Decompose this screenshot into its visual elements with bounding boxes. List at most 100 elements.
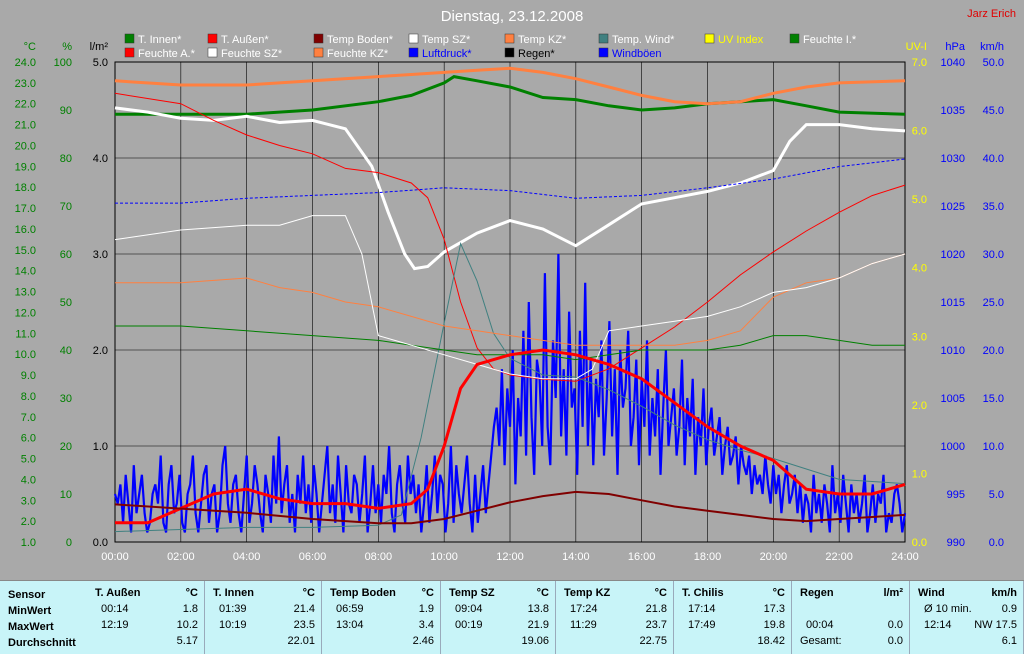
- min-value: 13.8: [527, 603, 549, 615]
- column-unit: °C: [302, 587, 315, 599]
- temp-axis-label: °C: [24, 41, 36, 53]
- uv-axis-tick: 5.0: [912, 194, 927, 206]
- temp-axis-tick: 5.0: [21, 454, 36, 466]
- rain-axis-tick: 4.0: [93, 153, 108, 165]
- legend-label: Feuchte I.*: [803, 34, 857, 46]
- max-value: 23.5: [293, 619, 315, 631]
- pressure-axis-tick: 1035: [941, 105, 965, 117]
- temp-axis-tick: 2.0: [21, 516, 36, 528]
- stats-column: Temp Boden °C 06:59 1.9 13:04 3.4 2.46: [322, 581, 441, 654]
- stats-column: Temp KZ °C 17:24 21.8 11:29 23.7 22.75: [556, 581, 674, 654]
- humidity-axis-tick: 80: [60, 153, 72, 165]
- uv-axis-tick: 2.0: [912, 400, 927, 412]
- weather-chart: 00:00 02:00 04:00 06:00 08:00 10:00 12:00 14:00…: [15, 8, 1016, 563]
- rain-axis-label: l/m²: [90, 41, 109, 53]
- pressure-axis-tick: 995: [947, 489, 965, 501]
- temp-axis-tick: 6.0: [21, 433, 36, 445]
- avg-value: 22.01: [287, 635, 315, 647]
- x-tick-label: 20:00: [760, 551, 788, 563]
- column-unit: km/h: [991, 587, 1017, 599]
- temp-axis-tick: 1.0: [21, 537, 36, 549]
- legend-swatch: [207, 33, 218, 44]
- x-tick-label: 08:00: [365, 551, 393, 563]
- stats-column: T. Außen °C 00:14 1.8 12:19 10.2 5.17: [87, 581, 205, 654]
- temp-axis-tick: 18.0: [15, 182, 36, 194]
- temp-axis-tick: 20.0: [15, 140, 36, 152]
- max-time: 11:29: [570, 619, 597, 631]
- column-title: Regen: [800, 587, 834, 599]
- legend-swatch: [313, 47, 324, 58]
- pressure-axis-tick: 1005: [941, 393, 965, 405]
- x-tick-label: 14:00: [562, 551, 590, 563]
- stats-column: Wind km/h Ø 10 min. 0.9 12:14 NW 17.5 6.1: [910, 581, 1024, 654]
- temp-axis-tick: 24.0: [15, 57, 36, 69]
- temp-axis-tick: 21.0: [15, 120, 36, 132]
- legend-swatch: [704, 33, 715, 44]
- x-tick-label: 04:00: [233, 551, 261, 563]
- humidity-axis-tick: 70: [60, 201, 72, 213]
- max-time: 00:04: [806, 619, 834, 631]
- legend-swatch: [504, 47, 515, 58]
- legend-swatch: [207, 47, 218, 58]
- humidity-axis-tick: 40: [60, 345, 72, 357]
- uv-axis-tick: 4.0: [912, 263, 927, 275]
- pressure-axis-tick: 990: [947, 537, 965, 549]
- legend-swatch: [598, 47, 609, 58]
- legend-label: Temp SZ*: [422, 34, 471, 46]
- legend-label: Feuchte A.*: [138, 48, 196, 60]
- uv-axis-tick: 3.0: [912, 331, 927, 343]
- avg-value: 19.06: [521, 635, 549, 647]
- max-value: 10.2: [176, 619, 198, 631]
- x-tick-label: 16:00: [628, 551, 656, 563]
- temp-axis-tick: 19.0: [15, 161, 36, 173]
- series-feuchte-kz-: [115, 253, 906, 346]
- min-value: 1.9: [418, 603, 434, 615]
- column-title: T. Außen: [95, 587, 141, 599]
- min-time: 06:59: [336, 603, 364, 615]
- min-value: 0.9: [1001, 603, 1017, 615]
- rain-axis-tick: 0.0: [93, 537, 108, 549]
- x-tick-label: 10:00: [430, 551, 458, 563]
- temp-axis-tick: 8.0: [21, 391, 36, 403]
- min-value: 17.3: [763, 603, 785, 615]
- pressure-axis-tick: 1020: [941, 249, 965, 261]
- series-feuchte-a-: [115, 348, 906, 525]
- min-time: 01:39: [219, 603, 247, 615]
- chart-title: Dienstag, 23.12.2008: [441, 8, 584, 25]
- wind-axis-tick: 10.0: [983, 441, 1004, 453]
- temp-axis-tick: 14.0: [15, 266, 36, 278]
- max-time: 17:49: [688, 619, 716, 631]
- wind-axis-tick: 45.0: [983, 105, 1004, 117]
- max-value: 0.0: [887, 619, 903, 631]
- wind-axis-tick: 50.0: [983, 57, 1004, 69]
- x-tick-label: 24:00: [891, 551, 919, 563]
- x-tick-label: 12:00: [496, 551, 524, 563]
- temp-axis-tick: 13.0: [15, 287, 36, 299]
- stats-column: T. Chilis °C 17:14 17.3 17:49 19.8 18.42: [674, 581, 792, 654]
- legend-label: Feuchte SZ*: [221, 48, 283, 60]
- wind-axis-tick: 20.0: [983, 345, 1004, 357]
- row-label-sensor: Sensor: [8, 589, 46, 601]
- min-time: 17:24: [570, 603, 598, 615]
- uv-axis-tick: 7.0: [912, 57, 927, 69]
- author-label: Jarz Erich: [967, 8, 1016, 20]
- wind-axis-tick: 5.0: [989, 489, 1004, 501]
- legend-swatch: [313, 33, 324, 44]
- max-value: NW 17.5: [974, 619, 1017, 631]
- avg-value: 6.1: [1001, 635, 1017, 647]
- temp-axis-tick: 12.0: [15, 307, 36, 319]
- series-temp-wind-: [114, 241, 906, 533]
- min-value: 1.8: [182, 603, 198, 615]
- stats-table: Sensor MinWert MaxWert Durchschnitt T. A…: [0, 580, 1024, 654]
- row-label-min: MinWert: [8, 605, 52, 617]
- temp-axis-tick: 22.0: [15, 99, 36, 111]
- min-time: 09:04: [455, 603, 483, 615]
- uv-axis-tick: 0.0: [912, 537, 927, 549]
- humidity-axis-tick: 50: [60, 297, 72, 309]
- humidity-axis-tick: 0: [66, 537, 72, 549]
- column-title: Temp Boden: [330, 587, 396, 599]
- x-tick-label: 22:00: [825, 551, 853, 563]
- wind-axis-tick: 15.0: [983, 393, 1004, 405]
- column-unit: °C: [421, 587, 434, 599]
- humidity-axis-tick: 30: [60, 393, 72, 405]
